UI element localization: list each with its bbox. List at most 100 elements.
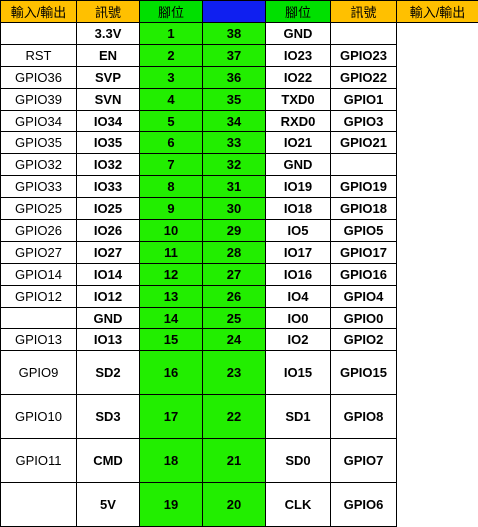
signal-left-cell: IO34 — [77, 110, 140, 132]
pin-left-cell: 14 — [140, 307, 203, 329]
pin-left-cell: 5 — [140, 110, 203, 132]
io-right-cell — [331, 23, 397, 45]
signal-right-cell: TXD0 — [266, 88, 331, 110]
signal-right-cell: SD1 — [266, 395, 331, 439]
pin-left-cell: 9 — [140, 198, 203, 220]
io-right-cell: GPIO0 — [331, 307, 397, 329]
pin-left-cell: 17 — [140, 395, 203, 439]
io-left-cell: GPIO34 — [1, 110, 77, 132]
signal-left-cell: EN — [77, 44, 140, 66]
io-right-cell: GPIO8 — [331, 395, 397, 439]
io-left-cell: GPIO36 — [1, 66, 77, 88]
signal-right-cell: IO0 — [266, 307, 331, 329]
signal-left-cell: SVP — [77, 66, 140, 88]
pin-right-cell: 26 — [203, 285, 266, 307]
pin-left-cell: 19 — [140, 483, 203, 527]
signal-left-cell: IO12 — [77, 285, 140, 307]
io-right-cell: GPIO19 — [331, 176, 397, 198]
signal-right-cell: SD0 — [266, 439, 331, 483]
pin-right-cell: 21 — [203, 439, 266, 483]
io-left-cell — [1, 23, 77, 45]
signal-right-cell: IO19 — [266, 176, 331, 198]
pin-left-cell: 8 — [140, 176, 203, 198]
io-left-cell: GPIO32 — [1, 154, 77, 176]
pin-right-cell: 25 — [203, 307, 266, 329]
signal-left-cell: IO25 — [77, 198, 140, 220]
pin-left-cell: 4 — [140, 88, 203, 110]
io-left-cell: GPIO14 — [1, 263, 77, 285]
io-right-cell: GPIO22 — [331, 66, 397, 88]
header-pin-right: 腳位 — [266, 1, 331, 23]
pin-right-cell: 36 — [203, 66, 266, 88]
signal-right-cell: IO17 — [266, 241, 331, 263]
signal-left-cell: IO13 — [77, 329, 140, 351]
io-right-cell: GPIO17 — [331, 241, 397, 263]
signal-left-cell: IO32 — [77, 154, 140, 176]
signal-right-cell: RXD0 — [266, 110, 331, 132]
io-right-cell — [331, 154, 397, 176]
signal-left-cell: SVN — [77, 88, 140, 110]
signal-left-cell: 5V — [77, 483, 140, 527]
signal-right-cell: IO15 — [266, 351, 331, 395]
signal-left-cell: IO27 — [77, 241, 140, 263]
io-right-cell: GPIO23 — [331, 44, 397, 66]
io-right-cell: GPIO15 — [331, 351, 397, 395]
pin-left-cell: 2 — [140, 44, 203, 66]
signal-right-cell: IO21 — [266, 132, 331, 154]
pin-right-cell: 31 — [203, 176, 266, 198]
signal-right-cell: IO18 — [266, 198, 331, 220]
signal-left-cell: IO26 — [77, 220, 140, 242]
signal-right-cell: IO16 — [266, 263, 331, 285]
signal-left-cell: IO33 — [77, 176, 140, 198]
io-left-cell: GPIO39 — [1, 88, 77, 110]
io-left-cell: GPIO35 — [1, 132, 77, 154]
header-pin-left: 腳位 — [140, 1, 203, 23]
pin-left-cell: 18 — [140, 439, 203, 483]
pin-right-cell: 29 — [203, 220, 266, 242]
io-left-cell: RST — [1, 44, 77, 66]
io-left-cell: GPIO9 — [1, 351, 77, 395]
pin-right-cell: 33 — [203, 132, 266, 154]
header-signal-left: 訊號 — [77, 1, 140, 23]
pin-right-cell: 27 — [203, 263, 266, 285]
io-right-cell: GPIO4 — [331, 285, 397, 307]
io-right-cell: GPIO6 — [331, 483, 397, 527]
pin-right-cell: 22 — [203, 395, 266, 439]
io-right-cell: GPIO5 — [331, 220, 397, 242]
signal-left-cell: SD3 — [77, 395, 140, 439]
pin-right-cell: 28 — [203, 241, 266, 263]
pin-left-cell: 6 — [140, 132, 203, 154]
pin-right-cell: 30 — [203, 198, 266, 220]
signal-right-cell: CLK — [266, 483, 331, 527]
io-left-cell — [1, 483, 77, 527]
header-io-left: 輸入/輸出 — [1, 1, 77, 23]
header-signal-right: 訊號 — [331, 1, 397, 23]
io-left-cell: GPIO33 — [1, 176, 77, 198]
signal-right-cell: GND — [266, 23, 331, 45]
io-right-cell: GPIO2 — [331, 329, 397, 351]
io-left-cell: GPIO26 — [1, 220, 77, 242]
io-right-cell: GPIO16 — [331, 263, 397, 285]
io-left-cell: GPIO12 — [1, 285, 77, 307]
pin-right-cell: 37 — [203, 44, 266, 66]
pin-right-cell: 32 — [203, 154, 266, 176]
io-left-cell: GPIO10 — [1, 395, 77, 439]
pin-left-cell: 15 — [140, 329, 203, 351]
io-right-cell: GPIO7 — [331, 439, 397, 483]
pin-left-cell: 12 — [140, 263, 203, 285]
pin-left-cell: 11 — [140, 241, 203, 263]
